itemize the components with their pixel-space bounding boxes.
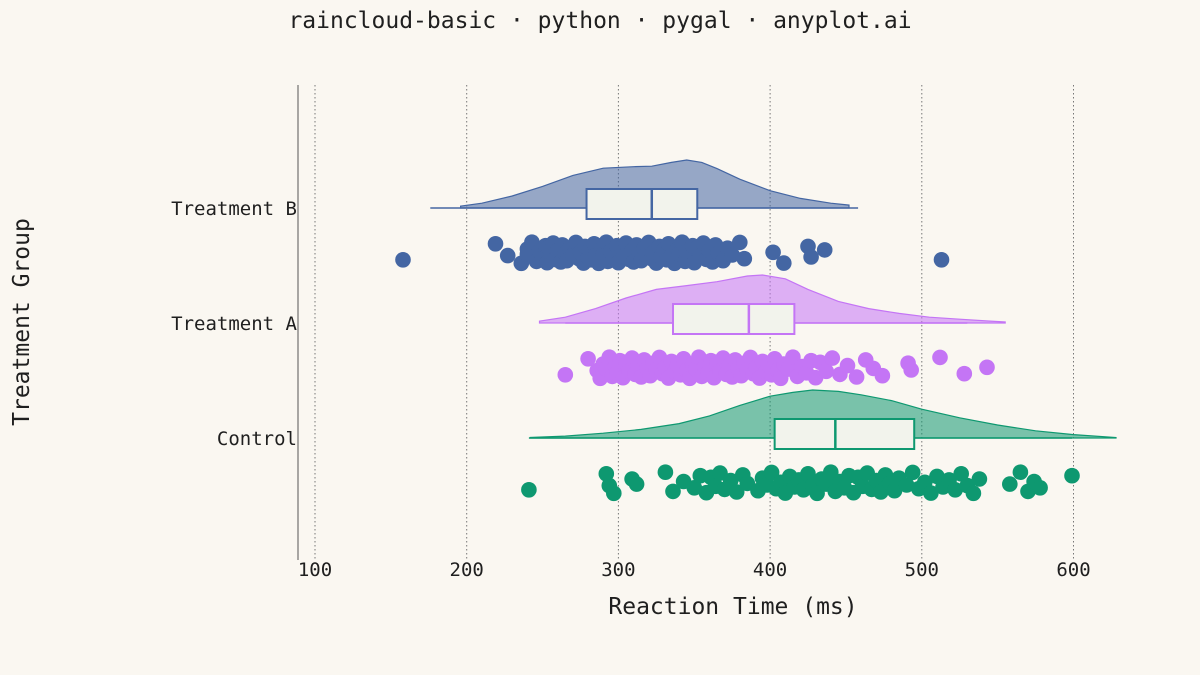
data-point bbox=[965, 485, 982, 502]
data-point bbox=[598, 466, 615, 482]
data-point bbox=[956, 365, 973, 382]
data-point bbox=[874, 367, 891, 384]
x-tick-label: 500 bbox=[905, 559, 939, 581]
series-treatment-b: Treatment B bbox=[171, 159, 950, 272]
data-point bbox=[557, 367, 574, 383]
data-point bbox=[800, 466, 816, 482]
data-point bbox=[728, 484, 745, 500]
data-point bbox=[665, 483, 681, 500]
data-point bbox=[736, 250, 753, 267]
data-point bbox=[686, 480, 703, 496]
data-point bbox=[904, 464, 921, 481]
data-point bbox=[953, 466, 969, 482]
data-point bbox=[824, 350, 841, 366]
data-point bbox=[776, 255, 792, 271]
data-point bbox=[803, 249, 819, 265]
data-point bbox=[763, 464, 780, 481]
data-point bbox=[933, 251, 950, 268]
data-point bbox=[979, 359, 995, 376]
data-point bbox=[1002, 476, 1018, 492]
data-point bbox=[521, 482, 537, 498]
x-tick-label: 600 bbox=[1056, 559, 1090, 581]
data-point bbox=[1032, 480, 1048, 496]
data-point bbox=[657, 464, 674, 481]
data-point bbox=[628, 476, 645, 492]
data-point bbox=[499, 247, 516, 264]
data-point bbox=[724, 247, 740, 263]
data-point bbox=[818, 363, 834, 380]
data-point bbox=[732, 234, 748, 251]
x-axis-ticks: 100 200 300 400 500 600 bbox=[298, 559, 1091, 581]
data-point bbox=[765, 244, 781, 261]
x-tick-label: 100 bbox=[298, 559, 332, 581]
x-tick-label: 300 bbox=[601, 559, 635, 581]
data-point bbox=[886, 482, 903, 499]
data-point bbox=[971, 471, 988, 487]
data-point bbox=[580, 351, 596, 367]
data-point bbox=[947, 482, 963, 498]
chart-title: raincloud-basic · python · pygal · anypl… bbox=[288, 8, 911, 34]
data-point bbox=[848, 369, 865, 385]
box-iqr bbox=[672, 303, 796, 335]
data-point bbox=[816, 242, 833, 258]
box-iqr bbox=[585, 188, 699, 220]
data-point bbox=[606, 485, 622, 502]
data-point bbox=[903, 362, 919, 378]
data-point bbox=[932, 349, 948, 366]
x-tick-label: 400 bbox=[753, 559, 787, 581]
series-treatment-a: Treatment A bbox=[171, 274, 1006, 387]
data-point bbox=[839, 357, 856, 374]
density-cloud bbox=[538, 274, 1006, 324]
density-cloud bbox=[459, 159, 850, 209]
data-point bbox=[923, 485, 939, 501]
y-tick-label: Treatment A bbox=[171, 313, 297, 335]
x-axis-label: Reaction Time (ms) bbox=[608, 594, 857, 620]
y-tick-label: Control bbox=[217, 428, 297, 450]
data-point bbox=[898, 477, 915, 493]
x-tick-label: 200 bbox=[450, 559, 484, 581]
y-tick-label: Treatment B bbox=[171, 198, 297, 220]
box-iqr bbox=[773, 418, 916, 450]
data-point bbox=[487, 236, 504, 252]
data-point bbox=[1064, 467, 1080, 484]
data-point bbox=[1012, 464, 1029, 481]
series-layer: Treatment B Treatment A Control bbox=[171, 159, 1117, 502]
density-cloud bbox=[529, 389, 1117, 439]
y-axis-label: Treatment Group bbox=[9, 218, 35, 426]
data-point bbox=[395, 251, 411, 268]
series-control: Control bbox=[217, 389, 1117, 502]
